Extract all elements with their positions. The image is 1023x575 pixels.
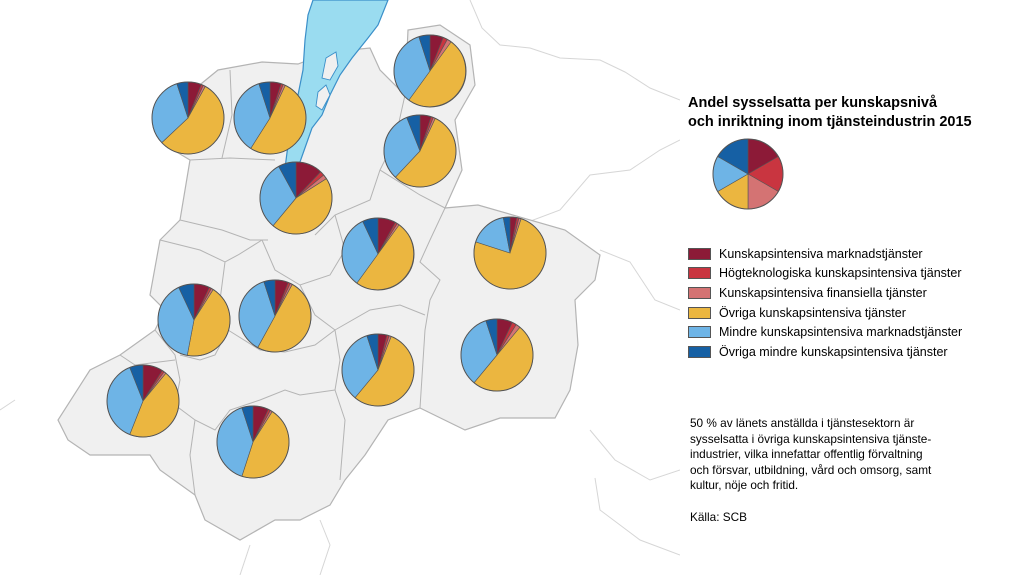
map-title-line-2: och inriktning inom tjänsteindustrin 201… xyxy=(688,114,972,130)
municipal-pie xyxy=(393,34,467,108)
pie-outline xyxy=(151,81,225,155)
pie-outline xyxy=(383,114,457,188)
pie-outline xyxy=(712,138,784,210)
municipal-pie xyxy=(157,283,231,357)
note: 50 % av länets anställda i tjänstesektor… xyxy=(690,416,990,525)
legend-swatch xyxy=(688,326,711,339)
legend-label: Mindre kunskapsintensiva marknadstjänste… xyxy=(719,325,963,340)
legend-item: Övriga kunskapsintensiva tjänster xyxy=(688,303,962,323)
map-title-line-1: Andel sysselsatta per kunskapsnivå xyxy=(688,95,938,111)
pie-outline xyxy=(216,405,290,479)
municipal-pie xyxy=(259,161,333,235)
legend-label: Högteknologiska kunskapsintensiva tjänst… xyxy=(719,266,962,281)
legend-pie xyxy=(712,138,784,210)
legend-swatch xyxy=(688,267,711,280)
municipal-pie xyxy=(473,216,547,290)
pie-outline xyxy=(157,283,231,357)
municipal-pie xyxy=(233,81,307,155)
legend-item: Kunskapsintensiva finansiella tjänster xyxy=(688,283,962,303)
pie-outline xyxy=(259,161,333,235)
legend-panel: Andel sysselsatta per kunskapsnivå och i… xyxy=(688,94,1018,524)
municipal-pie xyxy=(216,405,290,479)
legend-label: Övriga mindre kunskapsintensiva tjänster xyxy=(719,344,948,359)
legend-swatch xyxy=(688,247,711,260)
legend-item: Högteknologiska kunskapsintensiva tjänst… xyxy=(688,264,962,284)
legend-item: Övriga mindre kunskapsintensiva tjänster xyxy=(688,342,962,362)
legend-item: Mindre kunskapsintensiva marknadstjänste… xyxy=(688,322,962,342)
municipal-pie xyxy=(238,279,312,353)
legend-swatch xyxy=(688,286,711,299)
pie-outline xyxy=(341,333,415,407)
legend-label: Övriga kunskapsintensiva tjänster xyxy=(719,305,906,320)
pie-outline xyxy=(233,81,307,155)
legend-swatch xyxy=(688,306,711,319)
lake-islands xyxy=(315,51,339,111)
municipal-pie xyxy=(383,114,457,188)
legend-label: Kunskapsintensiva marknadstjänster xyxy=(719,246,923,261)
pie-outline xyxy=(460,318,534,392)
legend: Kunskapsintensiva marknadstjänster Högte… xyxy=(688,244,962,362)
lake xyxy=(284,0,389,173)
legend-swatch xyxy=(688,345,711,358)
source-label: Källa: SCB xyxy=(690,509,748,524)
municipal-borders xyxy=(119,69,446,496)
legend-label: Kunskapsintensiva finansiella tjänster xyxy=(719,285,927,300)
municipal-pie xyxy=(151,81,225,155)
note-text: 50 % av länets anställda i tjänstesektor… xyxy=(690,416,932,492)
municipal-pie xyxy=(460,318,534,392)
map xyxy=(0,0,680,575)
pie-outline xyxy=(393,34,467,108)
pie-outline xyxy=(106,364,180,438)
legend-item: Kunskapsintensiva marknadstjänster xyxy=(688,244,962,264)
pie-outline xyxy=(238,279,312,353)
neighbouring-region-borders xyxy=(0,0,680,575)
pie-outline xyxy=(341,217,415,291)
municipal-pie xyxy=(341,333,415,407)
municipal-pie-charts xyxy=(106,34,547,479)
municipal-pie xyxy=(341,217,415,291)
pie-outline xyxy=(473,216,547,290)
municipal-pie xyxy=(106,364,180,438)
legend-key-pie xyxy=(712,138,784,210)
